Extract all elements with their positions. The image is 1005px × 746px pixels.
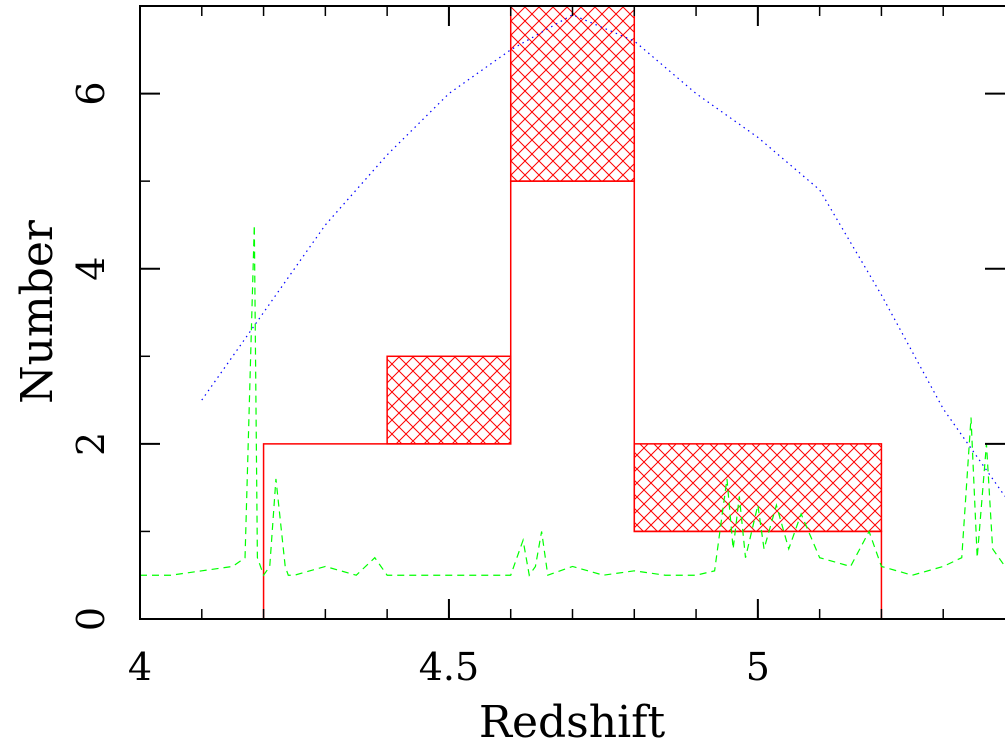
x-axis-label: Redshift — [479, 697, 666, 746]
histogram-layer — [262, 5, 883, 619]
y-tick-label: 2 — [69, 432, 113, 456]
curves-layer — [140, 14, 1005, 577]
hatch-region-1 — [386, 355, 512, 445]
x-tick-label: 5 — [746, 645, 770, 689]
hatch-region-2 — [509, 5, 636, 182]
y-tick-label: 6 — [69, 81, 113, 105]
y-tick-label: 4 — [69, 257, 113, 281]
y-tick-label: 0 — [69, 607, 113, 631]
y-axis-label: Number — [12, 219, 63, 404]
histogram-outline — [262, 180, 883, 619]
axes-frame — [139, 5, 1005, 620]
noise-spectrum-line — [140, 224, 1005, 577]
hatch-region-3 — [633, 443, 883, 533]
plot-frame — [139, 5, 1005, 620]
x-tick-label: 4 — [128, 645, 152, 689]
tick-labels: 4 4.5 5 0 2 4 6 — [69, 81, 770, 689]
x-tick-label: 4.5 — [419, 645, 479, 689]
